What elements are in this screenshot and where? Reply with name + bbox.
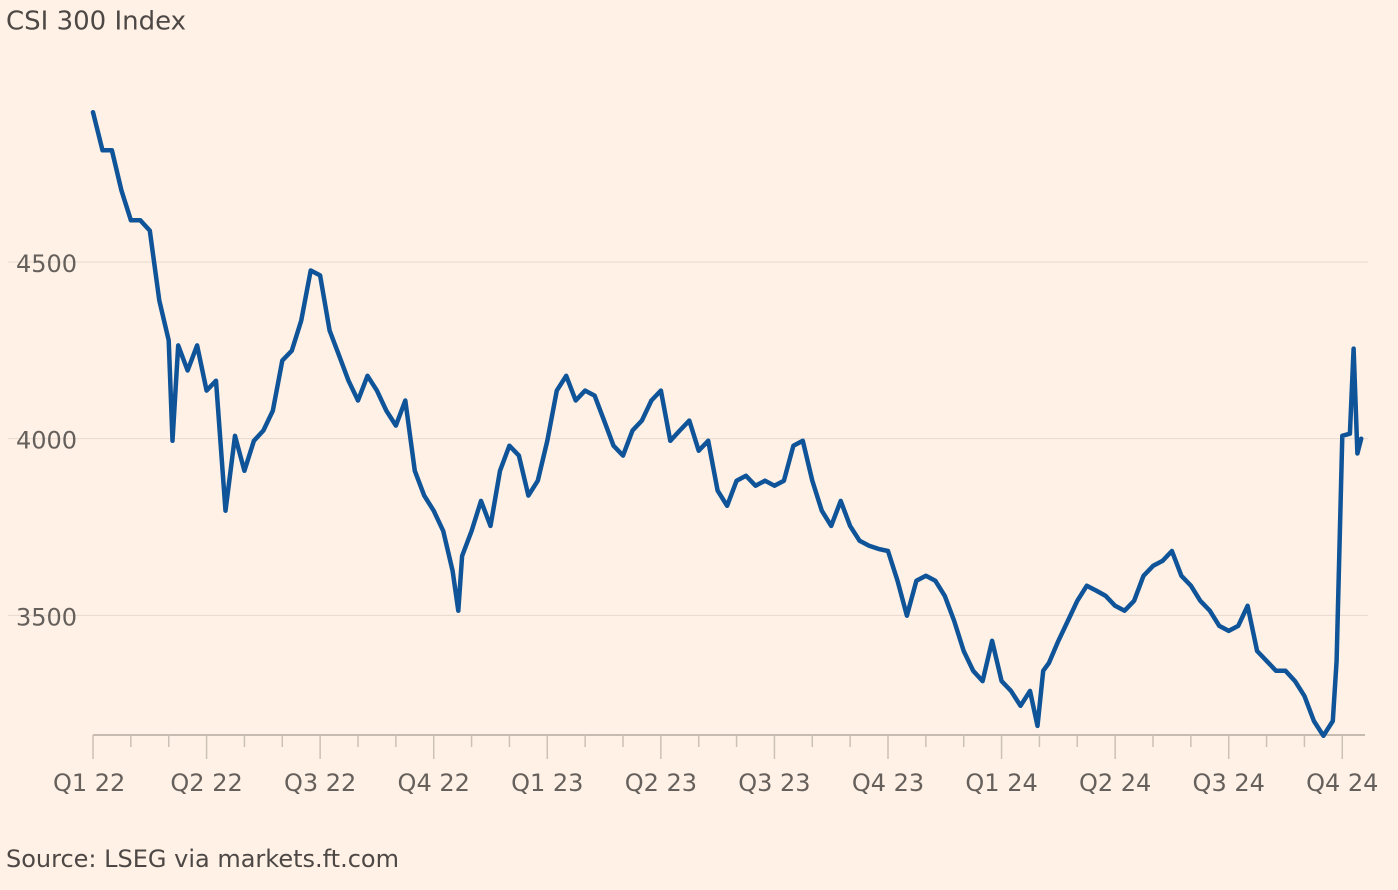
x-tick-label: Q3 22: [284, 769, 356, 797]
x-tick-label: Q1 23: [511, 769, 583, 797]
x-tick-label: Q2 23: [625, 769, 697, 797]
x-tick-label: Q3 24: [1193, 769, 1265, 797]
y-tick-label: 4000: [16, 427, 77, 455]
x-tick-label: Q1 22: [53, 769, 125, 797]
y-tick-label: 4500: [16, 250, 77, 278]
x-tick-label: Q2 24: [1079, 769, 1151, 797]
x-tick-label: Q1 24: [965, 769, 1037, 797]
x-tick-label: Q2 22: [170, 769, 242, 797]
y-tick-label: 3500: [16, 603, 77, 631]
x-tick-label: Q4 22: [398, 769, 470, 797]
x-tick-label: Q3 23: [738, 769, 810, 797]
source: Source: LSEG via markets.ft.com: [6, 845, 399, 873]
price-line: [90, 109, 1364, 739]
x-tick-label: Q4 24: [1306, 769, 1378, 797]
x-tick-label: Q4 23: [852, 769, 924, 797]
chart-title: CSI 300 Index: [6, 7, 186, 37]
